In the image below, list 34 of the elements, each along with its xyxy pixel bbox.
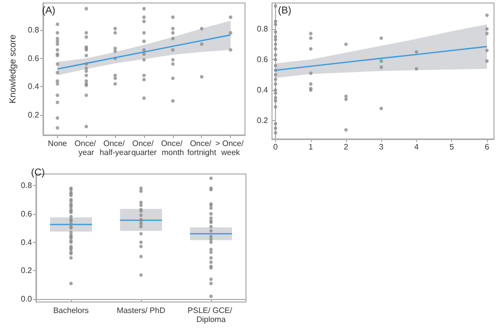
- y-tick-label: 0.6: [28, 54, 40, 63]
- y-tick-label: 0.6: [20, 209, 33, 218]
- chart-title: (C): [31, 168, 45, 178]
- x-tick-label: Once/ month: [161, 139, 185, 157]
- x-tick-label: 6: [484, 142, 490, 152]
- x-tick-label: 0: [273, 142, 278, 152]
- y-tick-label: 0.8: [28, 25, 40, 34]
- x-tick-label: Bachelors: [53, 306, 89, 315]
- x-tick-label: > Once/ week: [215, 139, 246, 157]
- y-tick-label: 0.2: [28, 110, 40, 120]
- x-tick-label: 5: [449, 142, 454, 152]
- x-tick-label: Masters/ PhD: [116, 306, 166, 315]
- y-tick-label: 0.4: [256, 86, 269, 95]
- y-tick-label: 0.8: [256, 24, 269, 34]
- x-tick-label: 4: [414, 142, 420, 152]
- x-tick-label: Once/ quarter: [131, 139, 158, 157]
- x-tick-label: Once/ fortnight: [187, 139, 217, 157]
- x-tick-label: None: [48, 139, 68, 148]
- y-tick-label: 0.0: [20, 294, 33, 304]
- x-tick-label: Once/ year: [74, 139, 98, 157]
- x-tick-label: 3: [379, 142, 384, 152]
- x-tick-label: 2: [344, 142, 349, 152]
- y-tick-label: 0.8: [20, 180, 33, 190]
- x-tick-label: Once/ half-year: [100, 139, 132, 157]
- chart-title: (A): [42, 6, 56, 16]
- x-tick-label: 1: [308, 142, 314, 152]
- x-tick-label: PSLE/ GCE/ Diploma: [188, 306, 234, 324]
- y-tick-label: 0.6: [256, 55, 269, 64]
- y-tick-label: 0.2: [256, 116, 269, 126]
- y-tick-label: 0.4: [28, 82, 40, 92]
- y-axis-title: Knowledge score: [8, 34, 18, 104]
- y-tick-label: 0.4: [20, 238, 33, 247]
- chart-title: (B): [278, 6, 292, 16]
- y-tick-label: 0.2: [20, 266, 33, 276]
